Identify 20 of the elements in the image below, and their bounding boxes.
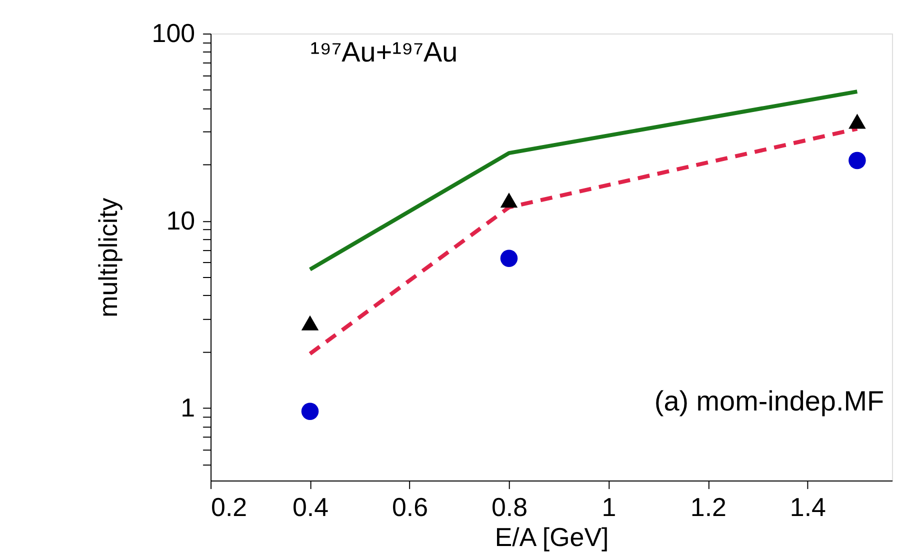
x-tick-label: 0.4 bbox=[292, 494, 329, 522]
y-axis-title: multiplicity bbox=[94, 198, 123, 318]
x-tick-label: 0.6 bbox=[392, 494, 428, 522]
point bbox=[301, 402, 319, 420]
x-axis-title: E/A [GeV] bbox=[494, 524, 609, 552]
point bbox=[848, 152, 866, 170]
y-tick-label: 100 bbox=[152, 20, 196, 48]
x-tick-label: 0.2 bbox=[211, 494, 248, 522]
annotation: (a) mom-indep.MF bbox=[654, 386, 884, 417]
x-tick-label: 0.8 bbox=[491, 494, 528, 522]
x-tick-label: 1 bbox=[602, 494, 616, 522]
point bbox=[848, 114, 866, 129]
x-tick-label: 1.2 bbox=[690, 494, 726, 522]
point bbox=[500, 192, 518, 208]
point bbox=[500, 250, 518, 267]
y-tick-label: 10 bbox=[166, 207, 196, 236]
point bbox=[301, 315, 319, 330]
x-tick-label: 1.4 bbox=[790, 494, 826, 522]
y-tick-label: 1 bbox=[180, 394, 196, 423]
annotation: ¹⁹⁷Au+¹⁹⁷Au bbox=[310, 36, 458, 68]
